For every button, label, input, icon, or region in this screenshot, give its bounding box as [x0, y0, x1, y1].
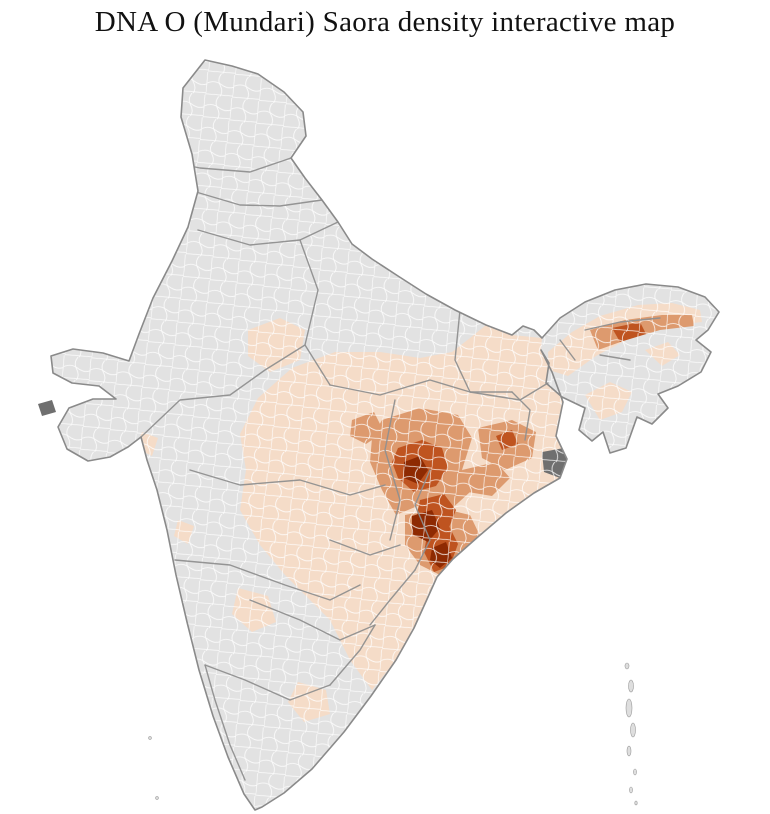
page-title: DNA O (Mundari) Saora density interactiv…	[94, 6, 676, 38]
lakshadweep-islands[interactable]	[148, 736, 159, 800]
andaman-islands[interactable]	[624, 662, 638, 806]
west-coast-territory[interactable]	[38, 400, 56, 416]
state-boundaries	[140, 157, 661, 781]
